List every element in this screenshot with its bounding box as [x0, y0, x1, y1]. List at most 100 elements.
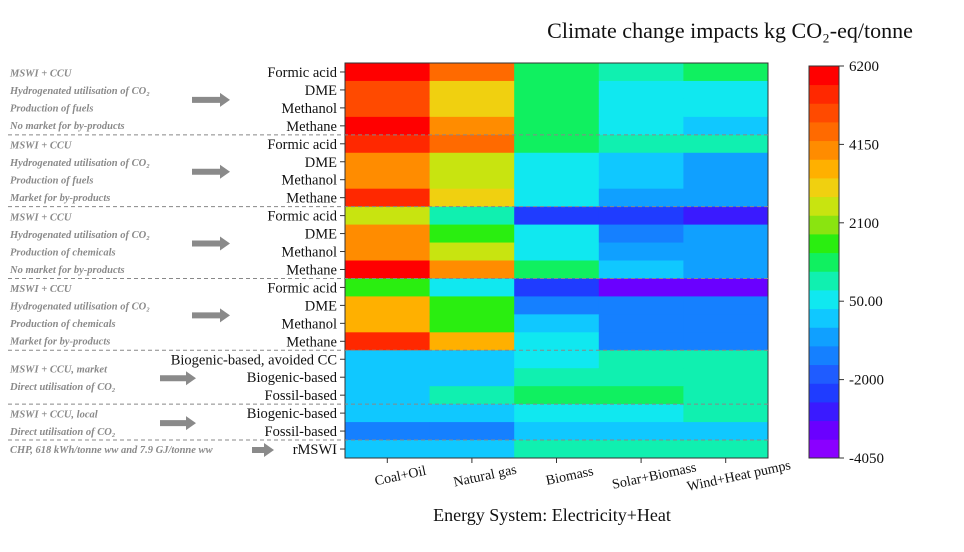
heatmap-cell: [429, 422, 515, 441]
colorbar-segment: [809, 308, 839, 328]
heatmap-cell: [429, 188, 515, 208]
heatmap-cell: [683, 63, 769, 82]
heatmap-cell: [429, 152, 515, 172]
row-label: DME: [305, 155, 337, 171]
group-label-line: Direct utilisation of CO₂: [9, 382, 116, 393]
heatmap-cell: [345, 242, 431, 261]
arrow-icon: [192, 308, 230, 323]
heatmap-cell: [345, 116, 431, 136]
heatmap-cell: [514, 80, 600, 100]
heatmap-cell: [514, 63, 600, 82]
heatmap-cell: [429, 314, 515, 333]
row-label: rMSWI: [293, 442, 337, 458]
heatmap-cell: [345, 152, 431, 172]
heatmap-cell: [429, 440, 515, 459]
heatmap-cell: [345, 350, 431, 369]
heatmap-cell: [598, 350, 684, 369]
colorbar-segment: [809, 402, 839, 422]
heatmap-cell: [683, 260, 769, 279]
colorbar-segment: [809, 178, 839, 198]
row-label: Methane: [286, 334, 337, 350]
heatmap-cell: [514, 350, 600, 369]
group-label-line: CHP, 618 kWh/tonne ww and 7.9 GJ/tonne w…: [10, 445, 214, 456]
heatmap-cell: [345, 260, 431, 279]
row-label: Formic acid: [267, 65, 337, 81]
heatmap-cell: [345, 206, 431, 226]
heatmap-cell: [345, 134, 431, 154]
heatmap-cell: [514, 386, 600, 405]
heatmap-cell: [683, 188, 769, 208]
heatmap-cell: [429, 260, 515, 279]
heatmap-cell: [598, 224, 684, 244]
heatmap-cells: [344, 62, 769, 459]
colorbar-segment: [809, 439, 839, 459]
colorbar-tick-label: 4150: [849, 137, 879, 153]
heatmap-cell: [514, 188, 600, 208]
row-label: Formic acid: [267, 280, 337, 296]
colorbar-tick-label: 6200: [849, 59, 879, 75]
group-labels: MSWI + CCU Hydrogenated utilisation of CO…: [9, 69, 214, 456]
heatmap-cell: [345, 386, 431, 405]
colorbar-tick-label: -4050: [849, 451, 884, 467]
heatmap-cell: [345, 296, 431, 315]
row-label: Methanol: [281, 245, 337, 261]
heatmap-cell: [345, 368, 431, 387]
row-label: Biogenic-based: [247, 370, 338, 386]
row-label: DME: [305, 298, 337, 314]
heatmap-cell: [598, 260, 684, 279]
heatmap-cell: [345, 314, 431, 333]
heatmap-cell: [598, 98, 684, 118]
heatmap-cell: [514, 134, 600, 154]
heatmap-cell: [514, 422, 600, 441]
arrow-icon: [192, 236, 230, 251]
heatmap-cell: [345, 440, 431, 459]
heatmap-cell: [514, 368, 600, 387]
heatmap-cell: [345, 98, 431, 118]
row-label: Fossil-based: [265, 424, 338, 440]
group-label-line: MSWI + CCU, local: [9, 409, 98, 420]
row-label: Fossil-based: [265, 388, 338, 404]
heatmap-cell: [514, 242, 600, 261]
colorbar-segment: [809, 122, 839, 142]
heatmap-cell: [429, 332, 515, 351]
heatmap-cell: [683, 332, 769, 351]
column-label: Biomass: [545, 464, 595, 489]
heatmap-cell: [345, 188, 431, 208]
heatmap-cell: [683, 368, 769, 387]
colorbar-segment: [809, 252, 839, 272]
group-label-line: MSWI + CCU: [9, 69, 73, 80]
arrow-icon: [252, 443, 274, 458]
column-labels: Coal+Oil Natural gas Biomass Solar+BiomassW…: [373, 458, 792, 495]
row-label: Methane: [286, 191, 337, 207]
heatmap-cell: [598, 368, 684, 387]
heatmap-cell: [598, 314, 684, 333]
heatmap-cell: [514, 314, 600, 333]
group-label-line: No market for by-products: [9, 121, 125, 132]
heatmap-cell: [345, 332, 431, 351]
colorbar-segment: [809, 140, 839, 160]
heatmap-cell: [683, 296, 769, 315]
colorbar: 6200 4150 2100 50.00 -2000 -4050: [808, 59, 884, 467]
group-label-line: Hydrogenated utilisation of CO₂: [9, 230, 150, 241]
heatmap-cell: [683, 278, 769, 297]
heatmap-cell: [429, 386, 515, 405]
colorbar-segment: [809, 196, 839, 216]
group-label-line: Production of chemicals: [10, 247, 116, 258]
group-label-line: Hydrogenated utilisation of CO₂: [9, 302, 150, 313]
heatmap-cell: [429, 134, 515, 154]
heatmap-cell: [429, 170, 515, 190]
heatmap-cell: [345, 278, 431, 297]
heatmap-cell: [514, 332, 600, 351]
row-label: Formic acid: [267, 137, 337, 153]
heatmap-cell: [683, 116, 769, 136]
row-label: DME: [305, 227, 337, 243]
group-label-line: Production of chemicals: [10, 319, 116, 330]
heatmap-cell: [514, 260, 600, 279]
heatmap-cell: [683, 152, 769, 172]
heatmap-cell: [683, 206, 769, 226]
arrow-icon: [192, 92, 230, 107]
colorbar-segment: [809, 234, 839, 254]
group-label-line: MSWI + CCU: [9, 284, 73, 295]
heatmap-cell: [429, 296, 515, 315]
heatmap-cell: [345, 404, 431, 423]
